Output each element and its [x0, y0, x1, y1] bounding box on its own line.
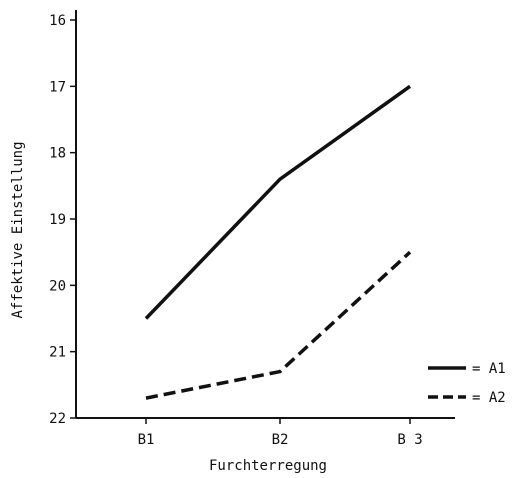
legend: = A1 = A2	[428, 361, 506, 406]
y-tick-label: 21	[49, 345, 66, 361]
x-tick-label: B1	[138, 432, 155, 448]
y-axis-ticks: 16 17 18 19 20 21 22	[49, 13, 76, 427]
x-tick-label: B2	[272, 432, 289, 448]
y-tick-label: 16	[49, 13, 66, 29]
legend-label-a1: = A1	[472, 361, 506, 377]
series-layer	[144, 84, 412, 400]
x-axis-ticks: B1 B2 B 3	[138, 418, 423, 448]
y-tick-label: 18	[49, 146, 66, 162]
series-line-a1	[144, 84, 412, 320]
series-line-a2	[145, 250, 412, 400]
y-tick-label: 17	[49, 79, 66, 95]
y-tick-label: 22	[49, 411, 66, 427]
x-axis-title: Furchterregung	[209, 458, 327, 474]
y-axis-title: Affektive Einstellung	[10, 141, 26, 318]
legend-label-a2: = A2	[472, 390, 506, 406]
y-tick-label: 19	[49, 212, 66, 228]
axes	[75, 10, 455, 419]
y-tick-label: 20	[49, 278, 66, 294]
x-tick-label: B 3	[397, 432, 422, 448]
